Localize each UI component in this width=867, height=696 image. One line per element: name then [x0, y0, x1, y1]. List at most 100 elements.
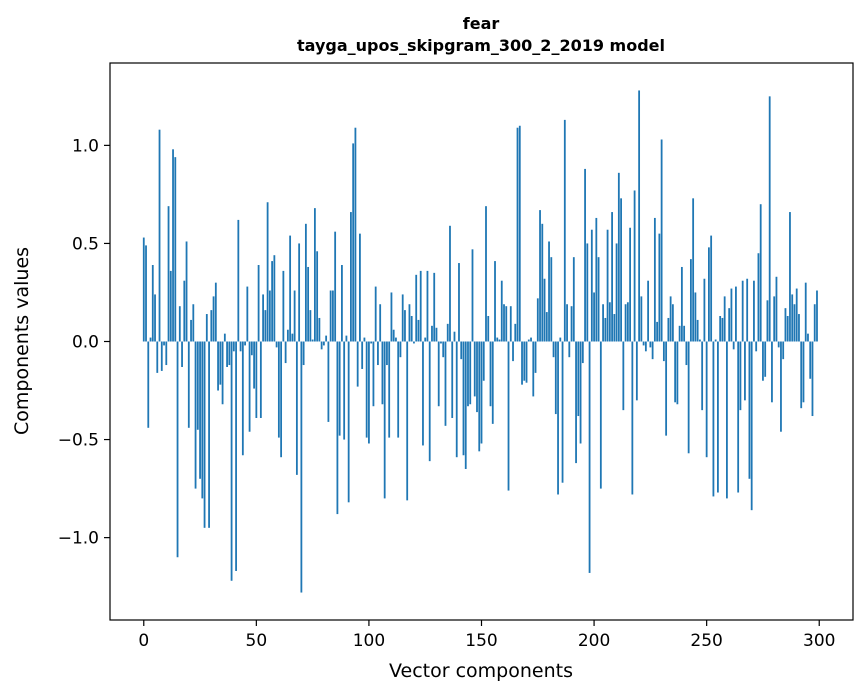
bar	[669, 296, 672, 342]
bar	[683, 325, 686, 342]
bar	[440, 341, 442, 344]
bar	[217, 341, 219, 391]
bar	[350, 212, 352, 342]
bar	[347, 341, 350, 503]
bar	[196, 341, 199, 430]
bar	[359, 233, 361, 342]
bar	[395, 337, 397, 342]
bar	[561, 341, 564, 483]
bar	[703, 278, 706, 342]
bar	[291, 333, 294, 342]
bar	[165, 341, 168, 366]
bar	[449, 225, 451, 342]
bar	[563, 119, 566, 342]
bar	[795, 288, 798, 342]
bar	[696, 319, 699, 342]
bar	[286, 329, 289, 342]
bar	[237, 219, 240, 342]
bar	[579, 341, 582, 444]
bar	[408, 304, 411, 342]
bar	[662, 341, 665, 362]
bar	[595, 217, 598, 342]
bar	[658, 233, 661, 342]
bar	[602, 304, 604, 342]
bar	[388, 341, 391, 438]
bar	[356, 341, 359, 387]
bar	[647, 280, 650, 342]
x-axis: 0 50 100 150 200 250 300	[138, 620, 835, 651]
bar	[431, 325, 433, 342]
chart-subtitle: tayga_upos_skipgram_300_2_2019 model	[297, 36, 665, 55]
bar	[307, 266, 310, 342]
bar	[487, 316, 490, 342]
bar	[228, 341, 231, 366]
bar	[750, 341, 753, 511]
bar	[793, 304, 796, 342]
bar	[735, 286, 737, 342]
bar	[559, 337, 562, 342]
bar	[676, 341, 679, 405]
bar	[345, 335, 348, 342]
bar	[271, 261, 274, 342]
bar	[581, 341, 584, 364]
bar	[604, 317, 607, 342]
bar	[460, 341, 463, 360]
bar	[205, 314, 208, 342]
bar	[433, 272, 436, 342]
bar	[419, 270, 422, 342]
bar	[516, 127, 519, 342]
bar	[777, 341, 780, 348]
bar	[701, 341, 704, 411]
bar	[282, 270, 285, 342]
bar	[284, 341, 287, 364]
bar	[791, 294, 794, 342]
bar	[649, 341, 652, 348]
bar	[424, 337, 427, 342]
bar	[374, 286, 377, 342]
bar	[183, 280, 186, 342]
bar	[435, 327, 438, 342]
bar	[599, 341, 602, 489]
chart-title: fear	[463, 14, 500, 33]
bar	[757, 253, 760, 342]
bar	[811, 341, 814, 417]
bar	[471, 249, 474, 342]
bar	[714, 339, 717, 342]
bar	[719, 316, 722, 342]
bar	[813, 304, 816, 342]
bar	[521, 341, 523, 385]
bar	[748, 341, 751, 479]
bar	[737, 341, 740, 493]
bar	[381, 341, 384, 405]
bar	[620, 198, 622, 342]
bar	[253, 341, 255, 389]
x-tick-label: 50	[246, 631, 268, 651]
bar	[309, 310, 312, 342]
bar	[717, 341, 719, 493]
bar	[399, 341, 402, 358]
bar	[250, 341, 253, 356]
bar	[266, 202, 269, 342]
bar	[354, 127, 357, 342]
x-tick-label: 250	[690, 631, 722, 651]
bar	[759, 204, 762, 342]
bar	[746, 278, 749, 342]
bar	[500, 280, 503, 342]
bar	[762, 341, 764, 381]
bar	[642, 341, 645, 346]
bar	[453, 331, 456, 342]
bar	[311, 339, 314, 342]
bar	[417, 319, 420, 342]
bar	[541, 223, 544, 342]
bar	[255, 341, 258, 418]
bar	[455, 341, 458, 458]
bar	[241, 341, 244, 456]
bar	[687, 341, 690, 454]
bar	[325, 335, 328, 342]
bar	[370, 341, 373, 344]
bar	[316, 251, 319, 342]
bar	[635, 341, 638, 401]
bar	[467, 341, 469, 407]
bar	[332, 290, 334, 342]
